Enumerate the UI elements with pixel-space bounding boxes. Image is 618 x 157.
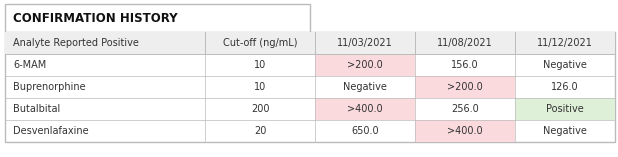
Bar [5,32,615,142]
Text: CONFIRMATION HISTORY: CONFIRMATION HISTORY [13,11,177,24]
Text: Negative: Negative [543,126,587,136]
Bar [5,32,615,54]
Text: 156.0: 156.0 [451,60,479,70]
Bar [315,54,415,76]
Text: 650.0: 650.0 [351,126,379,136]
Text: 6-MAM: 6-MAM [13,60,46,70]
Text: Butalbital: Butalbital [13,104,60,114]
Bar [515,98,615,120]
Text: >400.0: >400.0 [447,126,483,136]
Text: 11/12/2021: 11/12/2021 [537,38,593,48]
Text: Negative: Negative [543,60,587,70]
Text: 11/03/2021: 11/03/2021 [337,38,393,48]
Text: 256.0: 256.0 [451,104,479,114]
Text: 10: 10 [254,60,266,70]
Bar [415,120,515,142]
Bar [315,98,415,120]
Bar [5,4,310,32]
Text: Buprenorphine: Buprenorphine [13,82,86,92]
Text: Negative: Negative [343,82,387,92]
Text: Analyte Reported Positive: Analyte Reported Positive [13,38,139,48]
Text: 126.0: 126.0 [551,82,579,92]
Text: Cut-off (ng/mL): Cut-off (ng/mL) [222,38,297,48]
Text: >400.0: >400.0 [347,104,383,114]
Text: 10: 10 [254,82,266,92]
Bar [415,76,515,98]
Text: >200.0: >200.0 [347,60,383,70]
Text: 200: 200 [251,104,269,114]
Text: Desvenlafaxine: Desvenlafaxine [13,126,88,136]
Text: 20: 20 [254,126,266,136]
Text: 11/08/2021: 11/08/2021 [437,38,493,48]
Text: Positive: Positive [546,104,584,114]
Text: >200.0: >200.0 [447,82,483,92]
